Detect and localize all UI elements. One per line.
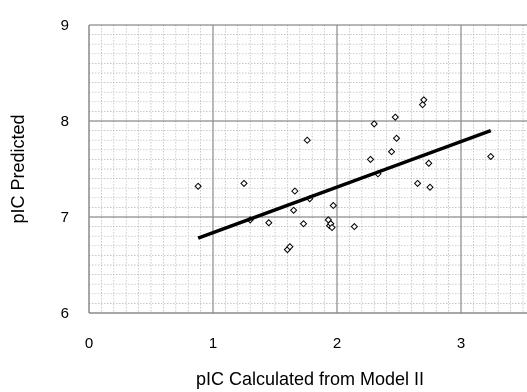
y-tick-label: 7 (61, 209, 69, 226)
y-tick-label: 9 (61, 17, 69, 34)
x-tick-labels: 0 1 2 3 (85, 335, 465, 352)
x-tick-label: 1 (209, 335, 217, 352)
x-tick-label: 3 (457, 335, 465, 352)
y-tick-labels: 6 7 8 9 (61, 17, 69, 322)
x-tick-label: 2 (333, 335, 341, 352)
y-axis-label: pIC Predicted (8, 114, 28, 223)
x-axis-label: pIC Calculated from Model II (196, 369, 424, 389)
x-tick-label: 0 (85, 335, 93, 352)
y-tick-label: 8 (61, 113, 69, 130)
y-tick-label: 6 (61, 305, 69, 322)
